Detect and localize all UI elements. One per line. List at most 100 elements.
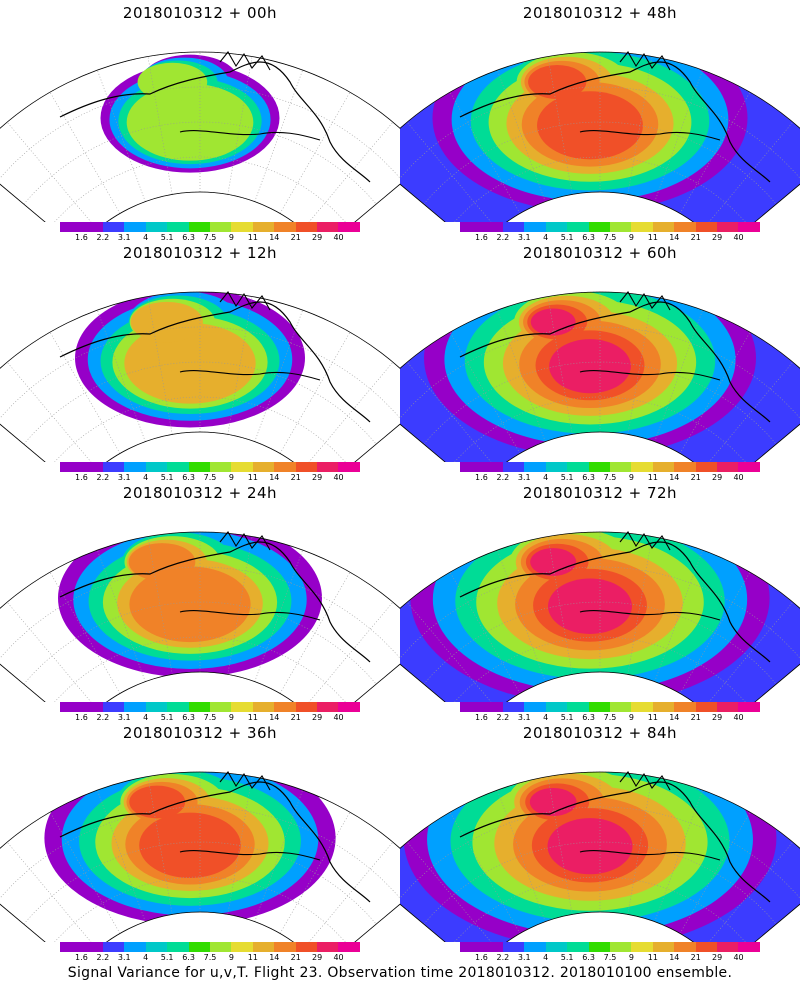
variance-contour <box>137 62 208 102</box>
colorbar-tick-label: 3.1 <box>517 233 531 242</box>
colorbar-cell <box>545 462 568 472</box>
colorbar-cell <box>231 702 253 712</box>
colorbar-cell <box>524 462 546 472</box>
colorbar-cell <box>209 222 232 232</box>
colorbar-cell <box>588 222 610 232</box>
figure-caption: Signal Variance for u,v,T. Flight 23. Ob… <box>67 965 733 981</box>
colorbar-tick-label: 4 <box>543 953 549 962</box>
colorbar-tick-label: 21 <box>690 473 701 482</box>
colorbar-cell <box>609 702 632 712</box>
variance-contour <box>529 787 577 817</box>
coastline <box>579 291 721 381</box>
colorbar-tick-label: 21 <box>690 713 701 722</box>
colorbar-tick-label: 29 <box>312 953 323 962</box>
colorbar-cell <box>209 462 232 472</box>
colorbar-tick-label: 4 <box>143 233 149 242</box>
colorbar-cell <box>460 462 482 472</box>
variance-contour <box>549 339 631 394</box>
colorbar-tick-label: 1.6 <box>75 953 88 962</box>
map-panel: 2018010312 + 36h 1.6 2.2 3.1 4 5.1 6.3 7.5 9 11 14… <box>0 720 400 965</box>
colorbar-tick-label: 11 <box>247 233 258 242</box>
colorbar-tick-label: 9 <box>628 953 634 962</box>
colorbar-cell <box>674 462 696 472</box>
colorbar-labels: 1.6 2.2 3.1 4 5.1 6.3 7.5 9 11 14 21 29 40 <box>460 953 760 963</box>
colorbar-tick-label: 6.3 <box>182 233 195 242</box>
colorbar-cell <box>588 462 610 472</box>
colorbar-tick-label: 1.6 <box>475 953 488 962</box>
colorbar-tick-label: 40 <box>733 713 744 722</box>
colorbar-cell <box>274 942 296 952</box>
colorbar-tick-label: 11 <box>247 713 258 722</box>
panel-title: 2018010312 + 00h <box>122 4 278 22</box>
colorbar-tick-label: 21 <box>290 233 301 242</box>
panel-title: 2018010312 + 36h <box>122 724 278 742</box>
colorbar-cell <box>252 942 275 952</box>
colorbar-tick-label: 7.5 <box>203 233 217 242</box>
colorbar-tick-label: 21 <box>290 713 301 722</box>
colorbar-tick-label: 7.5 <box>203 953 217 962</box>
colorbar-tick-label: 4 <box>543 473 549 482</box>
colorbar-cell <box>295 942 318 952</box>
colorbar-cell <box>502 222 525 232</box>
variance-map <box>400 771 800 942</box>
colorbar-tick-label: 11 <box>647 473 658 482</box>
colorbar-cell <box>102 222 125 232</box>
colorbar-tick-label: 29 <box>712 473 723 482</box>
colorbar-cell <box>102 702 125 712</box>
colorbar-cell <box>524 702 546 712</box>
colorbar-tick-label: 5.1 <box>160 713 174 722</box>
colorbar-tick-label: 1.6 <box>75 473 88 482</box>
panel-title: 2018010312 + 60h <box>522 244 678 262</box>
colorbar-tick-label: 4 <box>543 713 549 722</box>
colorbar-cell <box>609 462 632 472</box>
panel-title: 2018010312 + 24h <box>122 484 278 502</box>
colorbar-cell <box>188 222 210 232</box>
variance-contour <box>129 785 186 819</box>
colorbar-cell <box>695 702 718 712</box>
colorbar-cell <box>317 222 339 232</box>
colorbar-tick-label: 7.5 <box>603 473 617 482</box>
colorbar-cell <box>252 462 275 472</box>
colorbar-cell <box>60 942 82 952</box>
coastline <box>579 531 721 621</box>
variance-contour <box>130 301 203 343</box>
colorbar-cell <box>145 222 168 232</box>
colorbar-labels: 1.6 2.2 3.1 4 5.1 6.3 7.5 9 11 14 21 29 40 <box>460 473 760 483</box>
colorbar-tick-label: 5.1 <box>160 233 174 242</box>
colorbar-cell <box>502 462 525 472</box>
colorbar-tick-label: 14 <box>269 233 280 242</box>
colorbar-cell <box>631 942 653 952</box>
colorbar-cell <box>338 222 360 232</box>
colorbar-cell <box>502 942 525 952</box>
colorbar-tick-label: 1.6 <box>75 713 88 722</box>
colorbar-tick-label: 5.1 <box>560 233 574 242</box>
colorbar-tick-label: 14 <box>669 233 680 242</box>
colorbar-tick-label: 29 <box>312 713 323 722</box>
colorbar-tick-label: 40 <box>333 233 344 242</box>
colorbar-cell <box>167 942 189 952</box>
colorbar-tick-label: 9 <box>628 233 634 242</box>
colorbar-tick-label: 40 <box>733 233 744 242</box>
colorbar-cell <box>738 222 760 232</box>
colorbar <box>460 702 760 712</box>
colorbar-tick-label: 40 <box>733 953 744 962</box>
colorbar-cell <box>81 702 103 712</box>
colorbar-cell <box>145 942 168 952</box>
colorbar-cell <box>231 462 253 472</box>
colorbar-tick-label: 14 <box>669 713 680 722</box>
colorbar-labels: 1.6 2.2 3.1 4 5.1 6.3 7.5 9 11 14 21 29 40 <box>460 233 760 243</box>
colorbar-tick-label: 7.5 <box>203 713 217 722</box>
panel-title: 2018010312 + 48h <box>522 4 678 22</box>
colorbar-tick-label: 40 <box>333 713 344 722</box>
variance-contour <box>129 566 251 643</box>
colorbar-cell <box>317 462 339 472</box>
colorbar-tick-label: 9 <box>628 713 634 722</box>
variance-contour <box>530 308 576 336</box>
colorbar <box>460 222 760 232</box>
variance-contour <box>128 543 196 581</box>
colorbar-tick-label: 9 <box>228 233 234 242</box>
colorbar-tick-label: 6.3 <box>582 233 595 242</box>
colorbar-tick-label: 5.1 <box>160 473 174 482</box>
colorbar-cell <box>317 942 339 952</box>
map-panel: 2018010312 + 00h 1.6 2.2 3.1 4 5.1 6.3 7.5 9 11 14… <box>0 0 400 245</box>
